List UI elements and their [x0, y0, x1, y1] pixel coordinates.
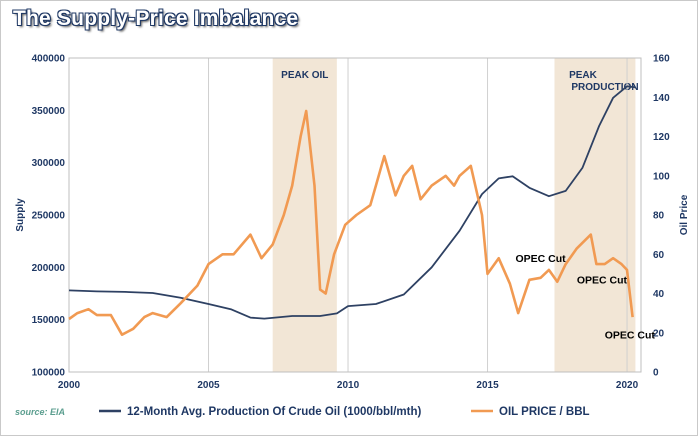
y-tick-200000: 200000 — [32, 263, 66, 274]
annotation-opec-cut-0: OPEC Cut — [515, 253, 566, 265]
annotation-opec-cut-1: OPEC Cut — [577, 275, 628, 287]
legend-label-production: 12-Month Avg. Production Of Crude Oil (1… — [127, 406, 421, 418]
series-line-1 — [68, 109, 634, 336]
y-tick-400000: 400000 — [32, 54, 66, 65]
y2-tick-40: 40 — [653, 289, 665, 300]
left-axis-ticks: 100000 150000 200000 250000 300000 350000 4000… — [32, 54, 66, 379]
y-tick-150000: 150000 — [32, 315, 66, 326]
source-note: source: EIA — [15, 407, 65, 417]
chart-title: The Supply-Price Imbalance — [13, 7, 299, 30]
x-tick-2000: 2000 — [58, 380, 81, 391]
gridlines — [68, 58, 628, 372]
y-tick-100000: 100000 — [32, 368, 66, 379]
x-tick-2015: 2015 — [476, 380, 499, 391]
y2-tick-140: 140 — [653, 93, 670, 104]
y-axis-label: Supply — [15, 198, 26, 232]
x-tick-2020: 2020 — [616, 380, 639, 391]
y2-tick-60: 60 — [653, 250, 665, 261]
x-tick-2005: 2005 — [197, 380, 220, 391]
band-0 — [272, 58, 337, 372]
band-label-1: PEAK — [569, 70, 598, 81]
plot-area-border — [68, 57, 642, 373]
y2-tick-80: 80 — [653, 211, 665, 222]
series-line-0 — [68, 85, 636, 320]
y2-tick-0: 0 — [653, 368, 659, 379]
y-tick-300000: 300000 — [32, 158, 66, 169]
legend-label-price: OIL PRICE / BBL — [499, 406, 590, 418]
y2-tick-120: 120 — [653, 132, 670, 143]
band-label-1-line2: PRODUCTION — [571, 82, 638, 93]
x-axis-ticks: 2000 2005 2010 2015 2020 — [58, 380, 639, 391]
annotation-opec-cut-2: OPEC Cut — [605, 330, 656, 342]
y2-tick-100: 100 — [653, 171, 670, 182]
annotations: OPEC Cut OPEC Cut OPEC Cut — [515, 253, 655, 342]
y2-axis-label: Oil Price — [679, 194, 690, 235]
y-tick-250000: 250000 — [32, 211, 66, 222]
y2-tick-160: 160 — [653, 54, 670, 65]
x-tick-2010: 2010 — [337, 380, 360, 391]
band-1 — [554, 58, 636, 372]
right-axis-ticks: 0 20 40 60 80 100 120 140 160 — [653, 54, 670, 379]
y2-tick-20: 20 — [653, 328, 665, 339]
legend: 12-Month Avg. Production Of Crude Oil (1… — [99, 406, 590, 418]
y-tick-350000: 350000 — [32, 106, 66, 117]
series-lines — [68, 85, 636, 336]
band-label-0: PEAK OIL — [281, 70, 328, 81]
